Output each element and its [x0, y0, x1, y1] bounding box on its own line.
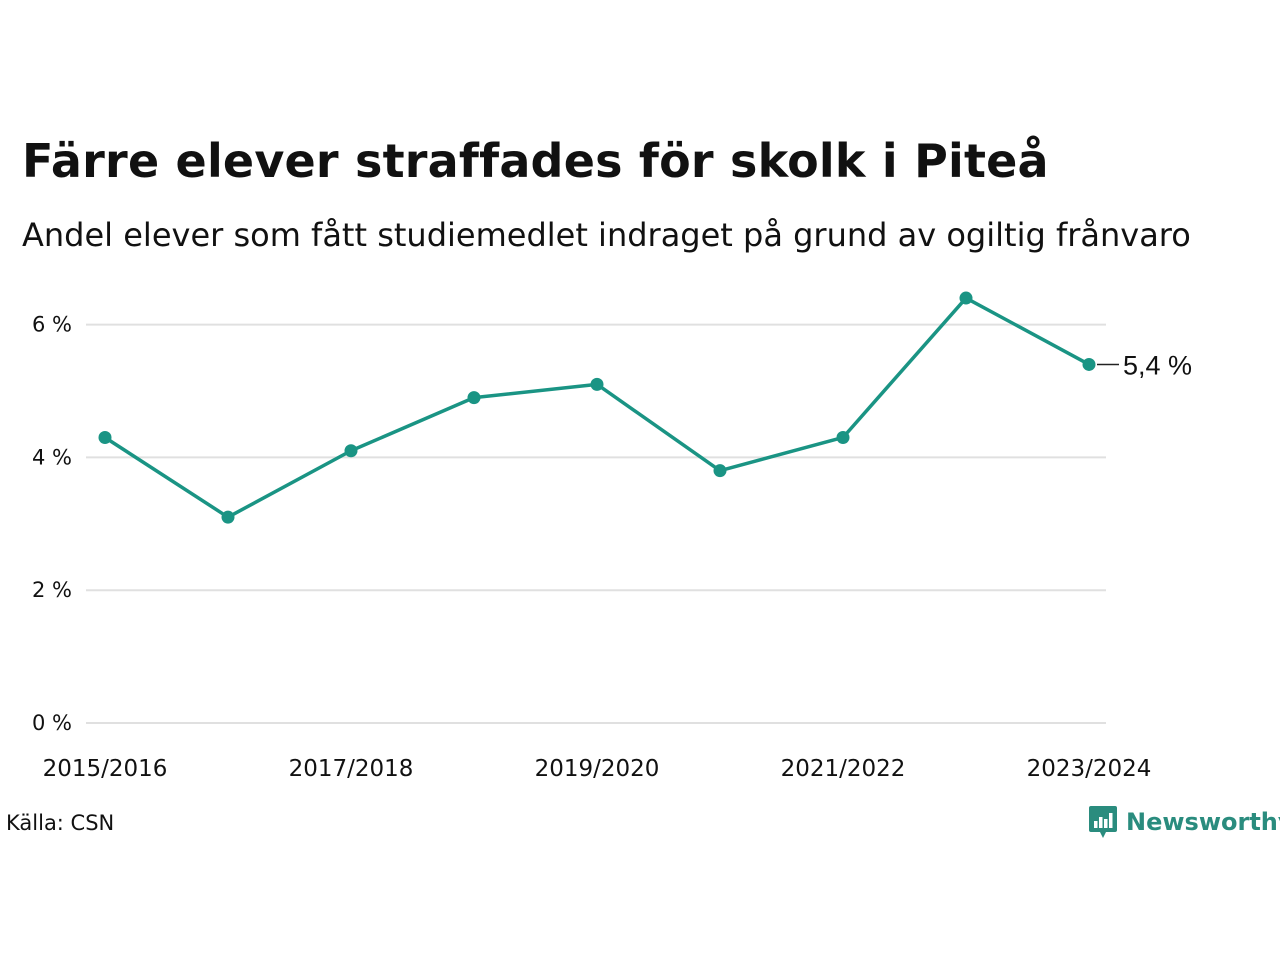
y-tick-label: 6 % [32, 313, 72, 337]
data-point [467, 391, 481, 405]
chart-title: Färre elever straffades för skolk i Pite… [22, 134, 1049, 188]
x-tick-label: 2015/2016 [43, 756, 168, 782]
x-tick-label: 2019/2020 [535, 756, 660, 782]
brand-name: Newsworthy [1126, 808, 1280, 836]
data-point [344, 444, 358, 458]
data-point [836, 430, 850, 444]
gridlines [86, 323, 1106, 724]
chart-subtitle: Andel elever som fått studiemedlet indra… [22, 216, 1191, 254]
y-tick-label: 4 % [32, 445, 72, 469]
data-point [221, 510, 235, 524]
end-value-label: 5,4 % [1123, 350, 1192, 380]
y-axis-ticks: 0 % 2 % 4 % 6 % [32, 313, 72, 735]
end-label: 5,4 % [1097, 350, 1192, 380]
x-axis-ticks: 2015/2016 2017/2018 2019/2020 2021/2022 2023… [43, 756, 1152, 782]
x-tick-label: 2023/2024 [1027, 756, 1152, 782]
data-point [98, 430, 112, 444]
data-point [713, 464, 727, 478]
newsworthy-icon [1089, 806, 1117, 838]
data-point [1082, 357, 1096, 371]
data-point [959, 291, 973, 305]
source-note: Källa: CSN [6, 811, 115, 835]
y-tick-label: 0 % [32, 711, 72, 735]
series-line [104, 296, 1090, 519]
newsworthy-logo[interactable]: Newsworthy [1088, 804, 1280, 840]
data-point [590, 377, 604, 391]
y-tick-label: 2 % [32, 578, 72, 602]
x-tick-label: 2021/2022 [781, 756, 906, 782]
series [98, 291, 1096, 524]
x-tick-label: 2017/2018 [289, 756, 414, 782]
